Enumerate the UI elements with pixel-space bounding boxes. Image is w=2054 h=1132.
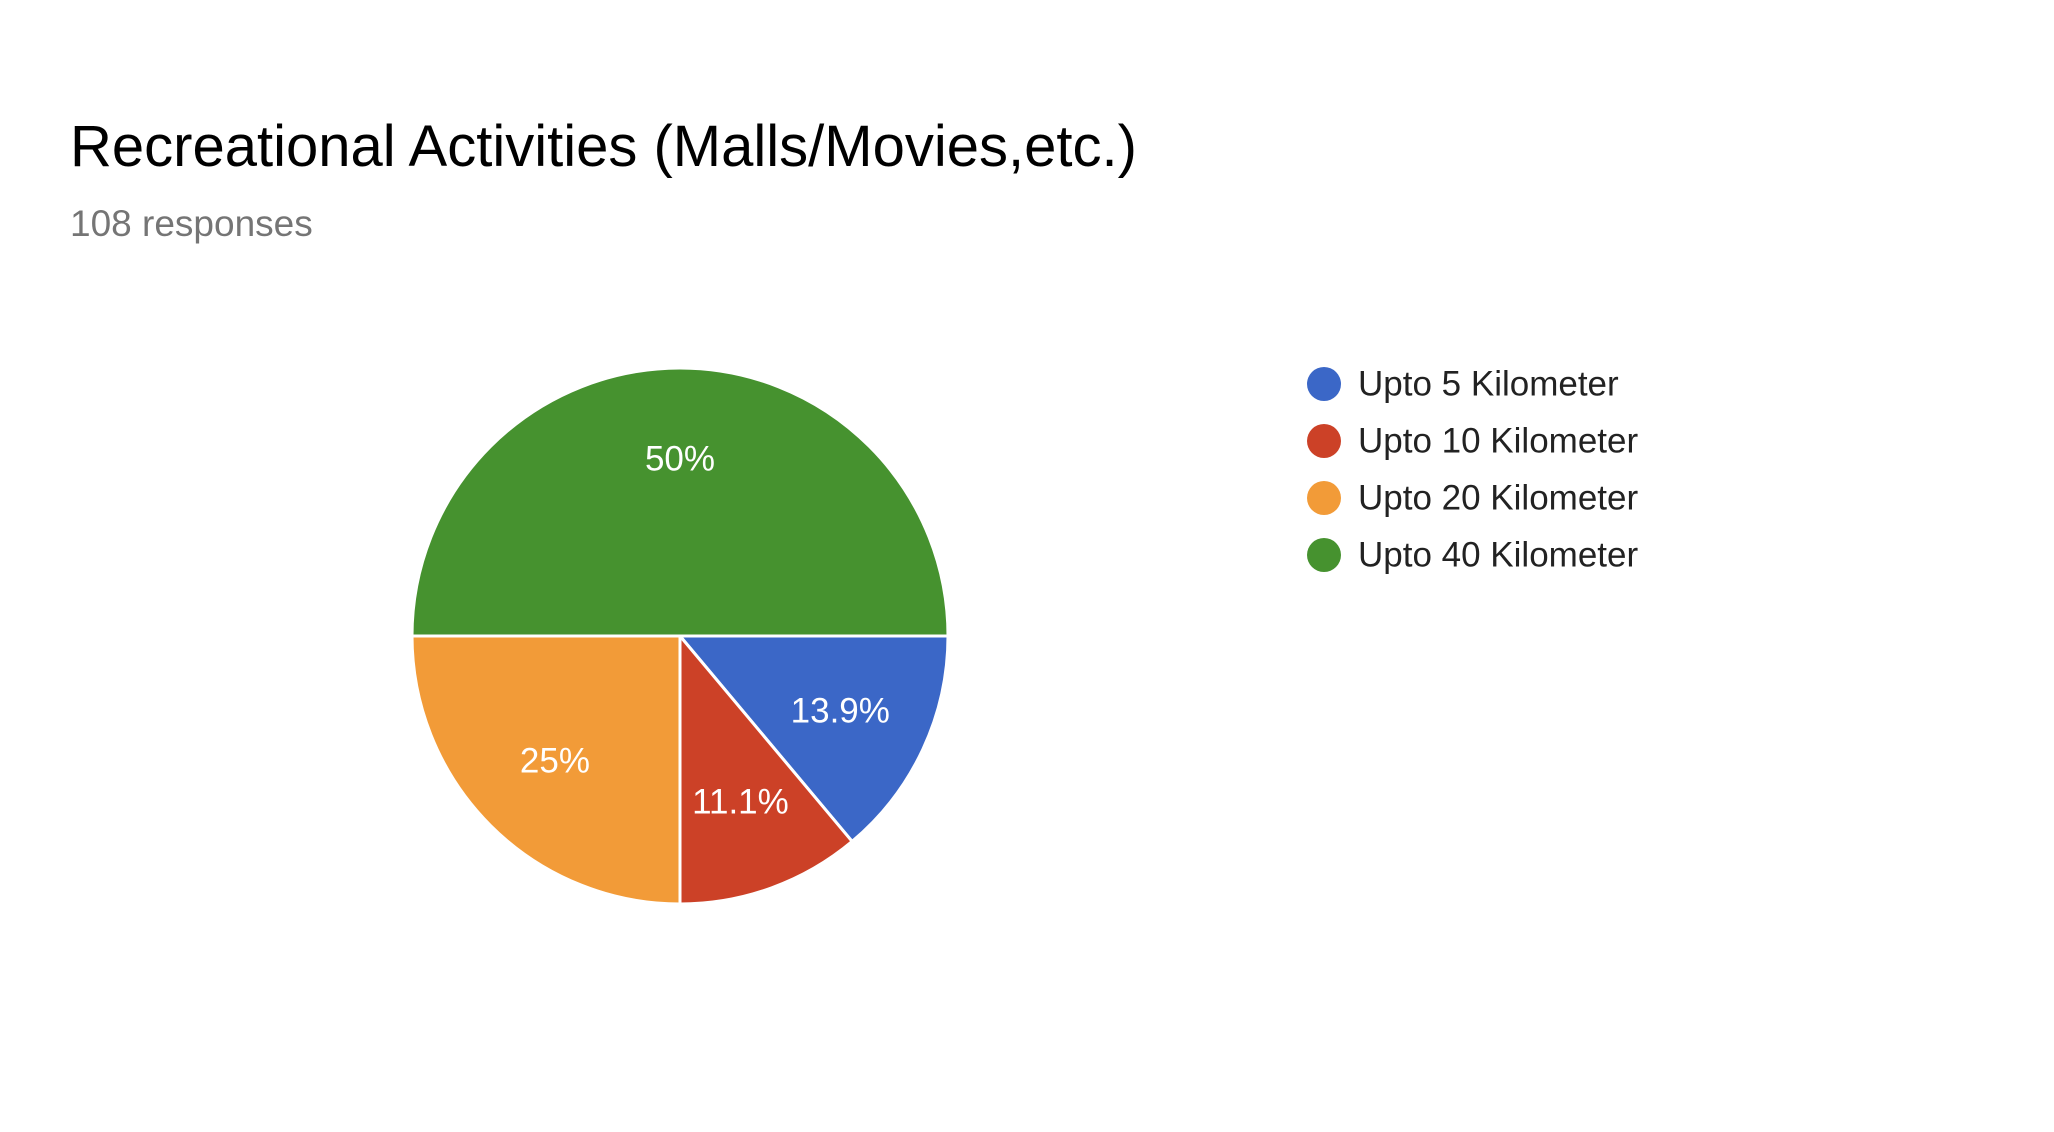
slice-label-4: 50% [645,440,715,479]
pie-slice-4 [410,366,950,638]
legend-swatch-1 [1307,367,1341,401]
legend-label-1: Upto 5 Kilometer [1358,365,1619,404]
legend-label-3: Upto 20 Kilometer [1358,479,1638,518]
legend-swatch-4 [1307,538,1341,572]
pie-slice-3 [410,634,682,906]
legend-swatch-2 [1307,424,1341,458]
legend-label-4: Upto 40 Kilometer [1358,536,1638,575]
slice-label-3: 25% [520,742,590,781]
pie-slice-2 [678,631,855,906]
legend-label-2: Upto 10 Kilometer [1358,422,1638,461]
chart-title: Recreational Activities (Malls/Movies,et… [70,114,1137,179]
legend: Upto 5 Kilometer Upto 10 Kilometer Upto 20… [1307,365,1638,575]
response-count: 108 responses [70,203,313,244]
slice-label-2: 11.1% [692,783,789,822]
pie-slice-labels: 13.9% 11.1% 25% 50% [520,440,890,822]
slice-label-1: 13.9% [791,691,890,730]
pie-slice-1 [676,634,950,844]
pie-slices [410,366,950,906]
legend-swatch-3 [1307,481,1341,515]
